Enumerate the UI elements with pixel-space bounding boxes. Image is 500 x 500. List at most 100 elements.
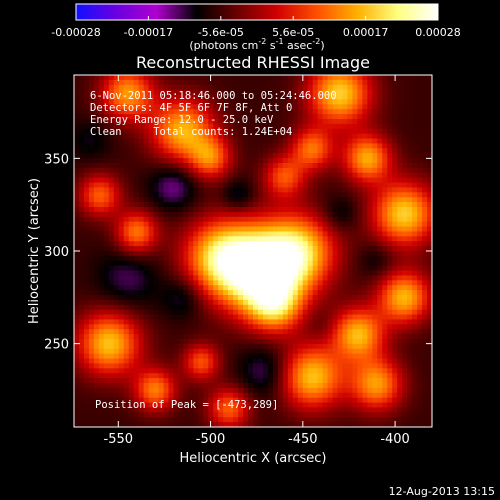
heatmap-cell	[158, 319, 165, 325]
heatmap-cell	[322, 172, 329, 179]
heatmap-cell	[113, 231, 120, 237]
heatmap-cell	[108, 109, 115, 115]
heatmap-cell	[118, 109, 125, 115]
heatmap-cell	[267, 343, 274, 350]
heatmap-cell	[248, 99, 254, 105]
heatmap-cell	[337, 123, 344, 130]
heatmap-cell	[317, 133, 324, 140]
heatmap-cell	[367, 397, 373, 404]
heatmap-cell	[402, 373, 408, 379]
heatmap-cell	[108, 123, 115, 130]
heatmap-cell	[302, 260, 309, 267]
heatmap-cell	[88, 211, 95, 218]
heatmap-cell	[282, 260, 289, 267]
heatmap-cell	[88, 373, 95, 379]
heatmap-cell	[387, 343, 393, 350]
heatmap-cell	[357, 192, 363, 198]
heatmap-cell	[422, 158, 428, 164]
heatmap-cell	[397, 260, 403, 267]
heatmap-cell	[183, 153, 189, 159]
heatmap-cell	[367, 290, 373, 296]
heatmap-cell	[208, 353, 214, 360]
heatmap-cell	[193, 319, 199, 325]
heatmap-cell	[188, 260, 194, 267]
heatmap-cell	[153, 177, 160, 184]
heatmap-cell	[397, 319, 403, 325]
heatmap-cell	[128, 148, 135, 154]
heatmap-cell	[88, 329, 95, 335]
heatmap-cell	[322, 84, 329, 91]
heatmap-cell	[103, 172, 110, 179]
heatmap-cell	[392, 363, 398, 369]
heatmap-cell	[417, 221, 423, 228]
heatmap-cell	[292, 187, 299, 193]
heatmap-cell	[392, 265, 398, 272]
heatmap-cell	[243, 172, 249, 179]
heatmap-cell	[297, 319, 304, 325]
heatmap-cell	[228, 114, 234, 120]
heatmap-cell	[153, 343, 160, 350]
heatmap-cell	[392, 207, 398, 213]
heatmap-cell	[407, 197, 413, 203]
heatmap-cell	[93, 270, 100, 277]
heatmap-cell	[158, 114, 165, 120]
heatmap-cell	[382, 192, 388, 198]
heatmap-cell	[103, 226, 110, 233]
heatmap-cell	[402, 236, 408, 242]
heatmap-cell	[243, 163, 249, 169]
heatmap-cell	[397, 143, 403, 149]
heatmap-cell	[78, 285, 85, 291]
heatmap-cell	[193, 285, 199, 291]
heatmap-cell	[158, 339, 165, 345]
heatmap-cell	[327, 353, 334, 360]
heatmap-cell	[93, 383, 100, 389]
heatmap-cell	[74, 255, 80, 262]
heatmap-cell	[382, 304, 388, 311]
heatmap-cell	[362, 387, 368, 394]
heatmap-cell	[223, 275, 229, 281]
heatmap-cell	[178, 221, 184, 228]
heatmap-cell	[307, 304, 314, 311]
heatmap-cell	[297, 309, 304, 316]
heatmap-cell	[357, 114, 363, 120]
heatmap-cell	[352, 368, 359, 374]
heatmap-cell	[347, 177, 354, 184]
heatmap-cell	[352, 231, 359, 237]
heatmap-cell	[322, 309, 329, 316]
heatmap-cell	[267, 182, 274, 189]
heatmap-cell	[148, 187, 155, 193]
heatmap-cell	[138, 143, 145, 149]
heatmap-cell	[83, 153, 90, 159]
heatmap-cell	[382, 339, 388, 345]
heatmap-cell	[262, 319, 269, 325]
heatmap-cell	[153, 339, 160, 345]
heatmap-cell	[427, 329, 432, 335]
heatmap-cell	[233, 368, 239, 374]
heatmap-cell	[342, 143, 349, 149]
heatmap-cell	[243, 241, 249, 247]
heatmap-cell	[392, 343, 398, 350]
heatmap-cell	[382, 265, 388, 272]
heatmap-cell	[282, 187, 289, 193]
heatmap-cell	[417, 290, 423, 296]
heatmap-cell	[337, 353, 344, 360]
heatmap-cell	[168, 226, 175, 233]
heatmap-cell	[327, 290, 334, 296]
heatmap-cell	[257, 363, 264, 369]
heatmap-cell	[253, 192, 259, 198]
heatmap-cell	[243, 79, 249, 86]
heatmap-cell	[342, 167, 349, 174]
heatmap-cell	[397, 383, 403, 389]
heatmap-cell	[163, 265, 170, 272]
heatmap-cell	[118, 334, 125, 340]
heatmap-cell	[228, 378, 234, 384]
heatmap-cell	[118, 99, 125, 105]
heatmap-cell	[193, 182, 199, 189]
heatmap-cell	[422, 202, 428, 208]
heatmap-cell	[387, 319, 393, 325]
heatmap-cell	[377, 319, 383, 325]
heatmap-cell	[153, 89, 160, 96]
heatmap-cell	[322, 265, 329, 272]
heatmap-cell	[178, 119, 184, 125]
heatmap-cell	[103, 192, 110, 198]
